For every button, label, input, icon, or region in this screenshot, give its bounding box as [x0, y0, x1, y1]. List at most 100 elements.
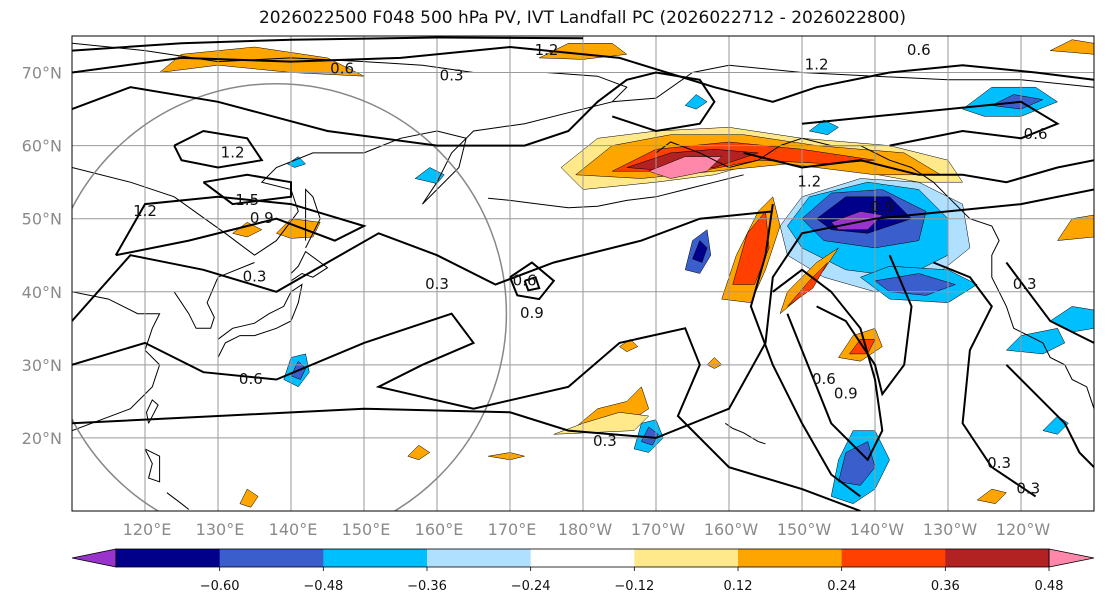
- pv-shade-region: [732, 210, 770, 285]
- contour-label: 0.3: [987, 454, 1011, 472]
- pv-contour-line: [72, 36, 584, 52]
- pv-shade-region: [488, 452, 525, 461]
- pv-contour-line: [1005, 261, 1094, 344]
- pv-contour-line: [772, 268, 884, 462]
- latitude-tick-label: 70°N: [22, 64, 62, 83]
- contour-label: 0.3: [425, 275, 449, 293]
- pv-contour-line: [72, 188, 1094, 439]
- longitude-labels: 120°E 130°E 140°E 150°E 160°E 170°E 180°W 170°W…: [123, 520, 1051, 539]
- longitude-tick-label: 120°W: [996, 520, 1051, 539]
- coastline: [144, 448, 161, 483]
- coastline: [145, 399, 159, 424]
- colorbar-segment: [634, 549, 739, 567]
- pv-shade-region: [1056, 214, 1094, 241]
- pv-contour-line: [173, 129, 264, 169]
- contour-label: 1.5: [235, 191, 259, 209]
- coastline: [725, 422, 766, 445]
- coastline: [217, 283, 303, 358]
- colorbar-segment: [323, 549, 428, 567]
- colorbar-tick-label: 0.24: [827, 579, 856, 594]
- longitude-tick-label: 150°W: [777, 520, 832, 539]
- colorbar-segment: [427, 549, 532, 567]
- colorbar-outline: [115, 548, 1050, 568]
- contour-label: 1.2: [221, 143, 245, 161]
- colorbar-tick-label: −0.24: [511, 579, 551, 594]
- longitude-tick-label: 140°E: [269, 520, 318, 539]
- contour-label: 0.3: [243, 268, 267, 286]
- latitude-tick-label: 50°N: [22, 210, 62, 229]
- contour-label: 0.6: [1024, 125, 1048, 143]
- landfall-region-circle-outline: [72, 83, 508, 511]
- longitude-tick-label: 130°E: [196, 520, 245, 539]
- pv-contour-line: [72, 210, 773, 322]
- pv-contours: [72, 36, 1094, 511]
- contour-label: 1.2: [133, 202, 157, 220]
- colorbar-segment: [530, 549, 635, 567]
- colorbar-lower-extension: [71, 548, 117, 568]
- colorbar-tick-label: 0.12: [724, 579, 753, 594]
- coastline: [166, 492, 190, 510]
- contour-label: 0.3: [1013, 275, 1037, 293]
- pv-shade-region: [976, 488, 1007, 504]
- contour-label: 1.2: [535, 41, 559, 59]
- contour-label: 0.6: [330, 59, 354, 77]
- pv-contour-line: [801, 100, 1060, 147]
- contour-label: 1.2: [797, 173, 821, 191]
- colorbar-tick-label: −0.12: [614, 579, 654, 594]
- pv-contour-line: [816, 254, 913, 397]
- pv-contour-line: [509, 261, 556, 301]
- longitude-tick-label: 170°W: [631, 520, 686, 539]
- contour-label: 0.9: [520, 304, 544, 322]
- longitude-tick-label: 160°W: [704, 520, 759, 539]
- contour-label: 0.9: [250, 209, 274, 227]
- pv-shade-region: [874, 273, 957, 296]
- contour-label: 1.2: [805, 56, 829, 74]
- pv-contour-line: [523, 275, 541, 292]
- pv-shade-region: [239, 488, 259, 508]
- colorbar-tick-labels: −0.60 −0.48 −0.36 −0.24 −0.12 0.12 0.24 0.36 0.4…: [200, 567, 1064, 594]
- contour-label: 0.3: [440, 67, 464, 85]
- contour-label: 0.3: [593, 432, 617, 450]
- pv-contour-line: [72, 71, 716, 147]
- pv-contour-line: [743, 151, 1094, 184]
- map-frame: [71, 35, 1095, 512]
- longitude-tick-label: 120°E: [123, 520, 172, 539]
- coastline: [173, 262, 255, 329]
- colorbar-tick-label: 0.48: [1035, 579, 1064, 594]
- colorbar-segment: [945, 549, 1050, 567]
- contour-label: 0.9: [834, 385, 858, 403]
- contour-label: 0.6: [812, 370, 836, 388]
- latitude-labels: 20°N 30°N 40°N 50°N 60°N 70°N: [22, 64, 62, 448]
- longitude-tick-label: 130°W: [923, 520, 978, 539]
- coastline: [72, 42, 628, 256]
- pv-contour-line: [114, 195, 367, 257]
- map-title: 2026022500 F048 500 hPa PV, IVT Landfall…: [258, 8, 906, 28]
- pv-shade-region: [684, 94, 708, 110]
- pv-contour-line: [1005, 364, 1094, 468]
- landfall-region-circle: [72, 83, 508, 511]
- contour-label: 0.6: [513, 271, 537, 289]
- pv-anomaly-shading: [158, 39, 1094, 508]
- colorbar-segment: [219, 549, 324, 567]
- latitude-tick-label: 60°N: [22, 137, 62, 156]
- latitude-tick-label: 30°N: [22, 356, 62, 375]
- pv-shade-region: [692, 240, 708, 263]
- contour-labels: 1.21.50.91.20.30.60.3 0.60.90.30.31.20.60…: [133, 41, 1047, 497]
- longitude-tick-label: 150°E: [342, 520, 391, 539]
- pv-contour-line: [72, 45, 1094, 103]
- pv-shade-region: [647, 156, 723, 179]
- longitude-tick-label: 180°W: [558, 520, 613, 539]
- pv-contour-line: [933, 261, 1037, 498]
- longitude-tick-label: 170°E: [488, 520, 537, 539]
- colorbar-tick-label: 0.36: [931, 579, 960, 594]
- latitude-tick-label: 20°N: [22, 429, 62, 448]
- contour-label: 0.9: [870, 198, 894, 216]
- pv-shade-region: [553, 412, 650, 435]
- pv-shade-region: [232, 222, 263, 238]
- coastline: [488, 174, 744, 209]
- latitude-tick-label: 40°N: [22, 283, 62, 302]
- contour-label: 0.6: [907, 41, 931, 59]
- pv-shade-region: [641, 426, 659, 446]
